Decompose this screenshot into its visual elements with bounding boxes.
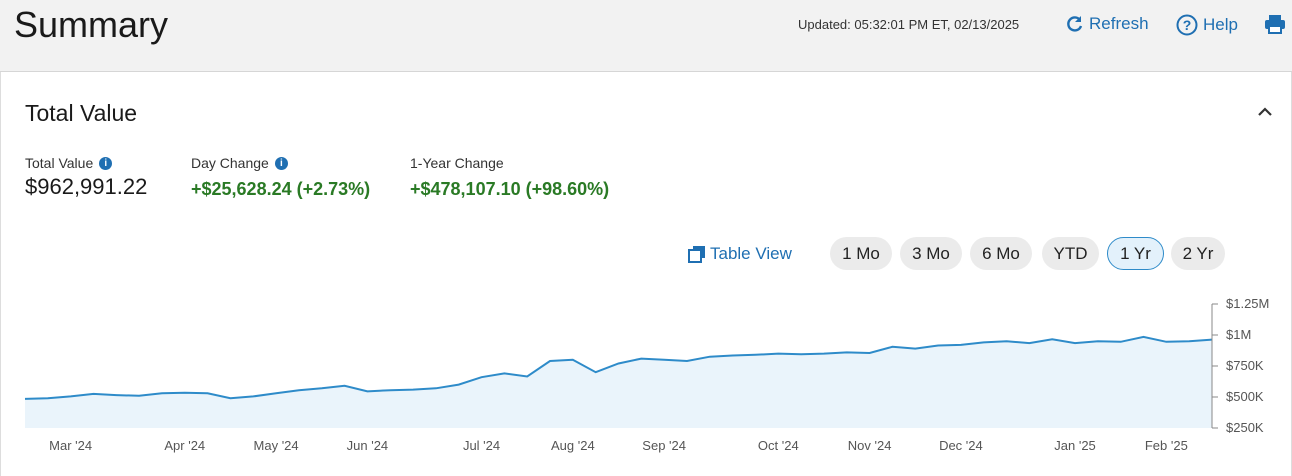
- info-icon[interactable]: i: [274, 156, 288, 170]
- area-fill: [25, 336, 1212, 428]
- help-label: Help: [1203, 15, 1238, 34]
- refresh-link[interactable]: Refresh: [1066, 14, 1149, 34]
- help-link[interactable]: ? Help: [1176, 14, 1238, 36]
- metric-label: 1-Year Change: [410, 155, 504, 171]
- line: [24, 335, 1213, 400]
- range-button[interactable]: 6 Mo: [970, 237, 1032, 270]
- print-icon[interactable]: [1264, 14, 1286, 34]
- metric-value: $962,991.22: [25, 174, 148, 199]
- section-title: Total Value: [25, 100, 138, 126]
- x-tick-label: May '24: [254, 438, 299, 453]
- refresh-icon: [1067, 16, 1083, 32]
- header: Summary Updated: 05:32:01 PM ET, 02/13/2…: [0, 0, 1292, 72]
- help-icon: ?: [1176, 14, 1198, 36]
- metric-value: +$478,107.10 (+98.60%): [410, 179, 610, 199]
- metric: Day Change i +$25,628.24 (+2.73%): [191, 155, 370, 200]
- y-tick-label: $500K: [1226, 389, 1264, 404]
- table-icon: [688, 246, 705, 263]
- x-tick-label: Mar '24: [49, 438, 92, 453]
- x-tick-label: Feb '25: [1145, 438, 1188, 453]
- range-button[interactable]: 1 Yr: [1107, 237, 1164, 270]
- svg-text:?: ?: [1183, 17, 1192, 33]
- updated-time: Updated: 05:32:01 PM ET, 02/13/2025: [798, 17, 1020, 32]
- range-button[interactable]: YTD: [1042, 237, 1099, 270]
- y-tick-label: $1.25M: [1226, 296, 1269, 311]
- x-tick-label: Jul '24: [463, 438, 500, 453]
- x-tick-label: Nov '24: [848, 438, 892, 453]
- x-tick-label: Dec '24: [939, 438, 983, 453]
- metric: 1-Year Change +$478,107.10 (+98.60%): [410, 155, 609, 200]
- metric: Total Value i $962,991.22: [25, 155, 147, 200]
- metric-value: +$25,628.24 (+2.73%): [191, 179, 371, 199]
- page-title: Summary: [14, 4, 169, 45]
- info-icon[interactable]: i: [99, 156, 113, 170]
- range-button[interactable]: 3 Mo: [900, 237, 962, 270]
- chart: $250K $500K $750K $1M $1.25M Mar '24 Apr '24 Ma…: [24, 296, 1269, 453]
- metric-label: Day Change: [191, 155, 269, 171]
- refresh-label: Refresh: [1089, 14, 1149, 33]
- metric-label: Total Value: [25, 155, 94, 171]
- y-tick-label: $750K: [1226, 358, 1264, 373]
- x-tick-label: Jun '24: [347, 438, 389, 453]
- x-tick-label: Oct '24: [758, 438, 799, 453]
- range-button[interactable]: 1 Mo: [830, 237, 892, 270]
- x-tick-label: Jan '25: [1054, 438, 1096, 453]
- x-tick-label: Apr '24: [164, 438, 205, 453]
- x-tick-label: Sep '24: [642, 438, 686, 453]
- y-tick-label: $250K: [1226, 420, 1264, 435]
- collapse-icon[interactable]: [1257, 106, 1273, 118]
- y-tick-label: $1M: [1226, 327, 1251, 342]
- table-view-link[interactable]: Table View: [688, 244, 792, 264]
- range-button[interactable]: 2 Yr: [1171, 237, 1225, 270]
- x-tick-label: Aug '24: [551, 438, 595, 453]
- table-view-label: Table View: [710, 244, 792, 263]
